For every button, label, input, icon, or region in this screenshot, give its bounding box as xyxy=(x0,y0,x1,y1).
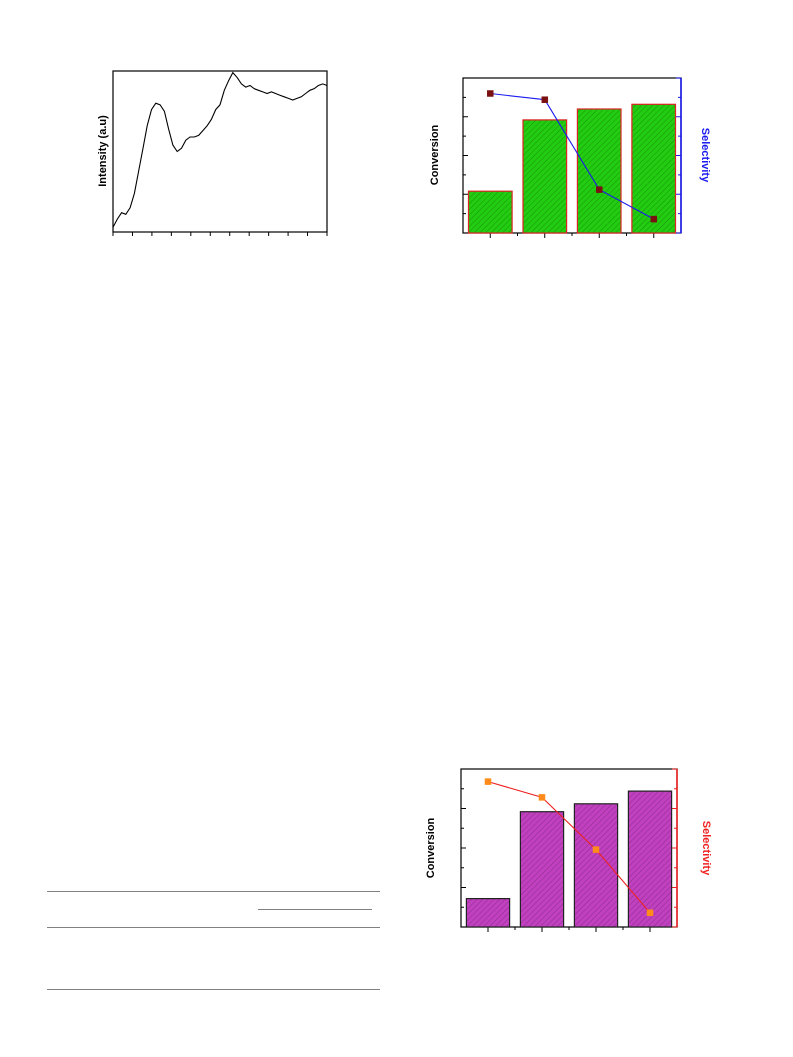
selectivity-marker xyxy=(541,96,549,103)
selectivity-marker xyxy=(484,778,492,785)
conversion-bars xyxy=(465,790,673,928)
selectivity-markers xyxy=(484,778,654,917)
selectivity-marker xyxy=(596,186,603,193)
selectivity-line xyxy=(487,781,651,914)
conversion-bar xyxy=(465,898,511,928)
table-header-rule xyxy=(47,927,380,928)
selectivity-line xyxy=(490,92,655,220)
table-bottom-rule xyxy=(47,989,380,990)
y-axis-label: Conversion xyxy=(425,817,437,878)
conversion-bar xyxy=(519,811,565,928)
y2-axis-label: Selectivity xyxy=(700,821,712,876)
conversion-bar xyxy=(573,803,619,928)
x-ticks xyxy=(112,232,328,236)
conversion-selectivity-chart-2: Conversion Selectivity xyxy=(425,768,712,932)
selectivity-marker xyxy=(538,794,546,801)
intensity-chart: Intensity (a.u) xyxy=(97,70,328,236)
right-y-ticks xyxy=(672,768,677,928)
conversion-selectivity-chart-1: Conversion Selectivity xyxy=(429,77,711,238)
plot-frame xyxy=(112,70,328,233)
selectivity-marker xyxy=(646,909,654,917)
conversion-bars xyxy=(467,103,677,234)
y-axis-label: Conversion xyxy=(429,124,441,185)
conversion-bar xyxy=(627,790,673,928)
conversion-bar xyxy=(631,103,677,234)
intensity-line xyxy=(112,71,328,228)
conversion-bar xyxy=(576,108,622,234)
selectivity-marker xyxy=(650,215,658,223)
conversion-bar xyxy=(467,190,513,234)
right-y-ticks xyxy=(676,77,681,234)
table-sub-rule xyxy=(258,909,372,910)
left-y-ticks xyxy=(461,768,466,928)
conversion-bar xyxy=(522,119,568,234)
selectivity-marker xyxy=(592,846,600,853)
left-y-ticks xyxy=(463,77,468,234)
table-top-rule xyxy=(47,891,380,892)
x-ticks xyxy=(487,927,651,932)
selectivity-markers xyxy=(487,90,658,223)
y2-axis-label: Selectivity xyxy=(699,128,711,183)
selectivity-marker xyxy=(487,90,494,97)
y-axis-label: Intensity (a.u) xyxy=(97,115,109,187)
x-ticks xyxy=(489,233,655,238)
